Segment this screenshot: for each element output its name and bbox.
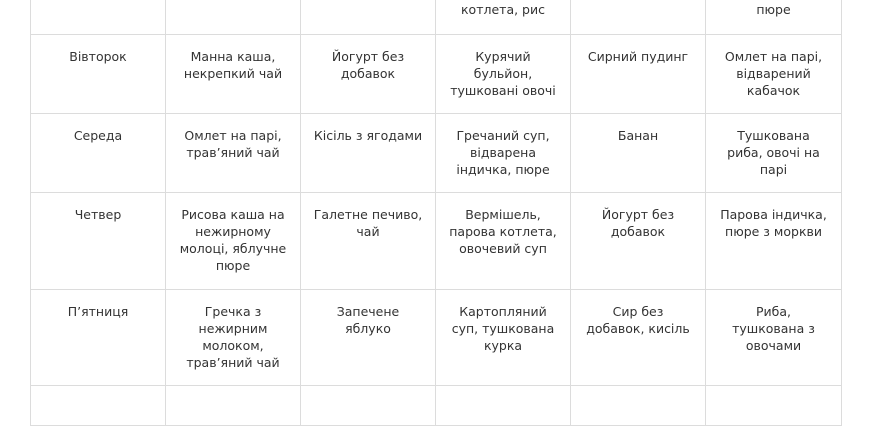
day-cell xyxy=(30,0,166,35)
meal-cell xyxy=(165,0,301,35)
meal-cell: Омлет на парі, відварений кабачок xyxy=(705,33,842,114)
meal-cell: пюре xyxy=(705,0,842,35)
day-cell: П’ятниця xyxy=(30,288,166,386)
table-row: Середа Омлет на парі, трав’яний чай Кісіль… xyxy=(30,112,842,193)
meal-cell: Гречка з нежирним молоком, трав’яний чай xyxy=(165,288,301,386)
schedule-table: котлета, рис пюре Вівторок Манна каша, некр… xyxy=(30,0,842,426)
empty-cell xyxy=(705,384,842,426)
empty-cell xyxy=(165,384,301,426)
page: котлета, рис пюре Вівторок Манна каша, некр… xyxy=(30,0,842,426)
meal-cell: Банан xyxy=(570,112,706,193)
meal-cell: Манна каша, некрепкий чай xyxy=(165,33,301,114)
empty-cell xyxy=(435,384,571,426)
table-row: котлета, рис пюре xyxy=(30,0,842,35)
day-cell: Четвер xyxy=(30,191,166,290)
day-cell: Середа xyxy=(30,112,166,193)
meal-cell: Риба, тушкована з овочами xyxy=(705,288,842,386)
meal-cell: Тушкована риба, овочі на парі xyxy=(705,112,842,193)
table-row xyxy=(30,384,842,426)
empty-cell xyxy=(30,384,166,426)
meal-cell: Омлет на парі, трав’яний чай xyxy=(165,112,301,193)
meal-cell xyxy=(300,0,436,35)
meal-cell: Йогурт без добавок xyxy=(300,33,436,114)
meal-cell: Парова індичка, пюре з моркви xyxy=(705,191,842,290)
empty-cell xyxy=(570,384,706,426)
table-row: Четвер Рисова каша на нежирному молоці, я… xyxy=(30,191,842,290)
meal-cell: Гречаний суп, відварена індичка, пюре xyxy=(435,112,571,193)
meal-cell: Йогурт без добавок xyxy=(570,191,706,290)
day-cell: Вівторок xyxy=(30,33,166,114)
meal-cell: Галетне печиво, чай xyxy=(300,191,436,290)
meal-cell: Курячий бульйон, тушковані овочі xyxy=(435,33,571,114)
table-body: котлета, рис пюре Вівторок Манна каша, некр… xyxy=(30,0,842,426)
meal-cell: Вермішель, парова котлета, овочевий суп xyxy=(435,191,571,290)
meal-cell: Сирний пудинг xyxy=(570,33,706,114)
meal-cell: Сир без добавок, кисіль xyxy=(570,288,706,386)
meal-cell: Рисова каша на нежирному молоці, яблучне… xyxy=(165,191,301,290)
meal-cell: Картопляний суп, тушкована курка xyxy=(435,288,571,386)
empty-cell xyxy=(300,384,436,426)
meal-cell: Запечене яблуко xyxy=(300,288,436,386)
meal-cell xyxy=(570,0,706,35)
table-row: Вівторок Манна каша, некрепкий чай Йогурт … xyxy=(30,33,842,114)
meal-cell: Кісіль з ягодами xyxy=(300,112,436,193)
meal-cell: котлета, рис xyxy=(435,0,571,35)
table-row: П’ятниця Гречка з нежирним молоком, трав’… xyxy=(30,288,842,386)
